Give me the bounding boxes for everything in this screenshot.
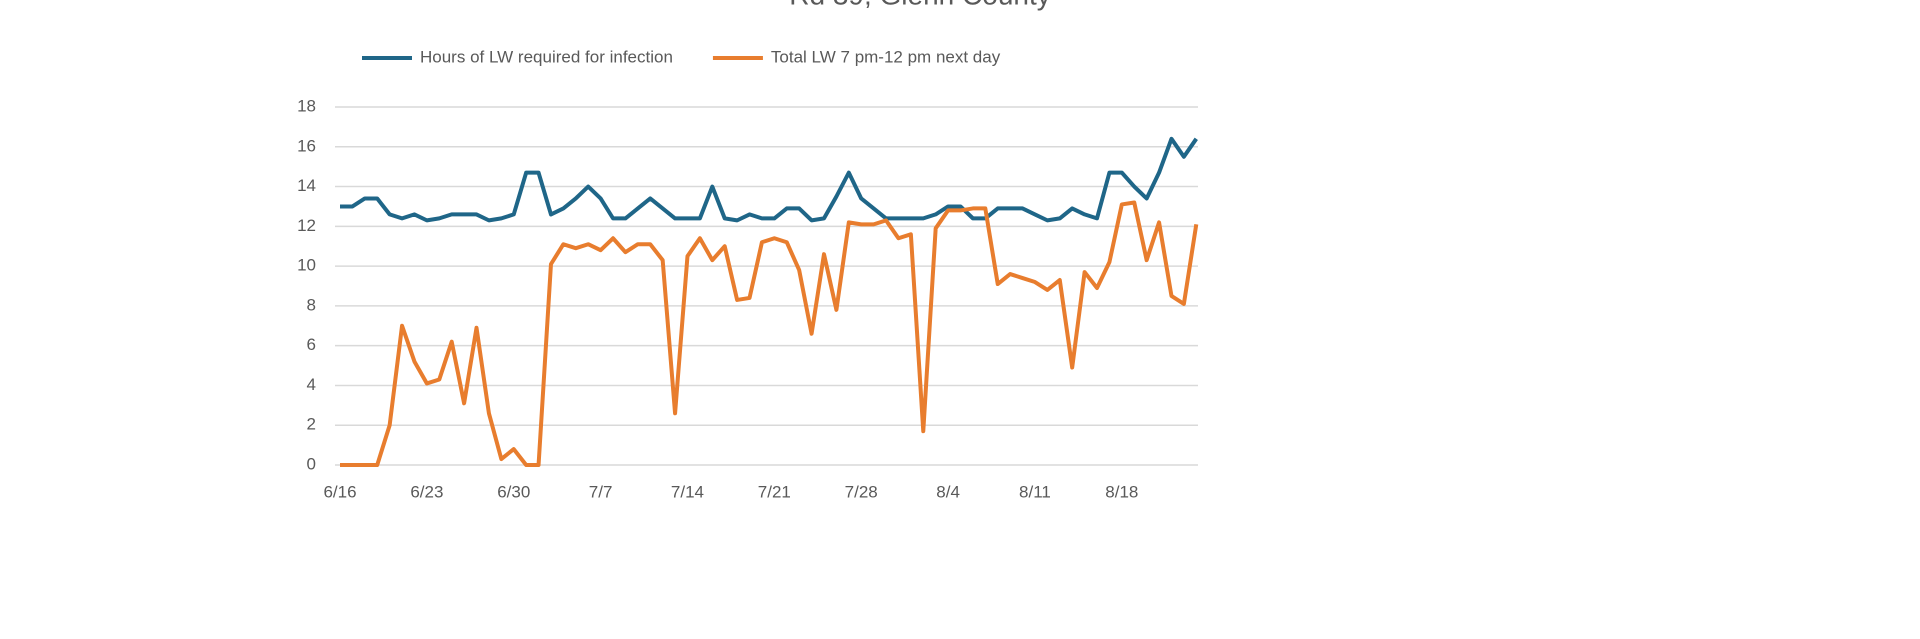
- x-tick-label: 7/28: [845, 482, 878, 501]
- x-tick-label: 8/18: [1105, 482, 1138, 501]
- x-tick-label: 7/21: [758, 482, 791, 501]
- x-tick-label: 6/30: [497, 482, 530, 501]
- x-tick-label: 7/7: [589, 482, 613, 501]
- series-line: [340, 200, 1199, 467]
- legend-label: Total LW 7 pm-12 pm next day: [771, 47, 1001, 66]
- y-tick-label: 4: [307, 375, 316, 394]
- y-tick-label: 10: [297, 256, 316, 275]
- x-tick-label: 6/16: [323, 482, 356, 501]
- y-tick-label: 14: [297, 176, 316, 195]
- x-tick-label: 7/14: [671, 482, 704, 501]
- x-tick-label: 6/23: [410, 482, 443, 501]
- chart-title: Rd 39, Glenn County: [789, 0, 1051, 10]
- y-tick-label: 0: [307, 454, 316, 473]
- legend-label: Hours of LW required for infection: [420, 47, 673, 66]
- y-tick-label: 6: [307, 335, 316, 354]
- y-tick-label: 16: [297, 136, 316, 155]
- y-tick-label: 8: [307, 295, 316, 314]
- y-tick-label: 18: [297, 96, 316, 115]
- y-tick-label: 2: [307, 415, 316, 434]
- series-line: [340, 136, 1198, 223]
- x-tick-label: 8/11: [1019, 482, 1051, 501]
- x-tick-label: 8/4: [936, 482, 960, 501]
- y-tick-label: 12: [297, 216, 316, 235]
